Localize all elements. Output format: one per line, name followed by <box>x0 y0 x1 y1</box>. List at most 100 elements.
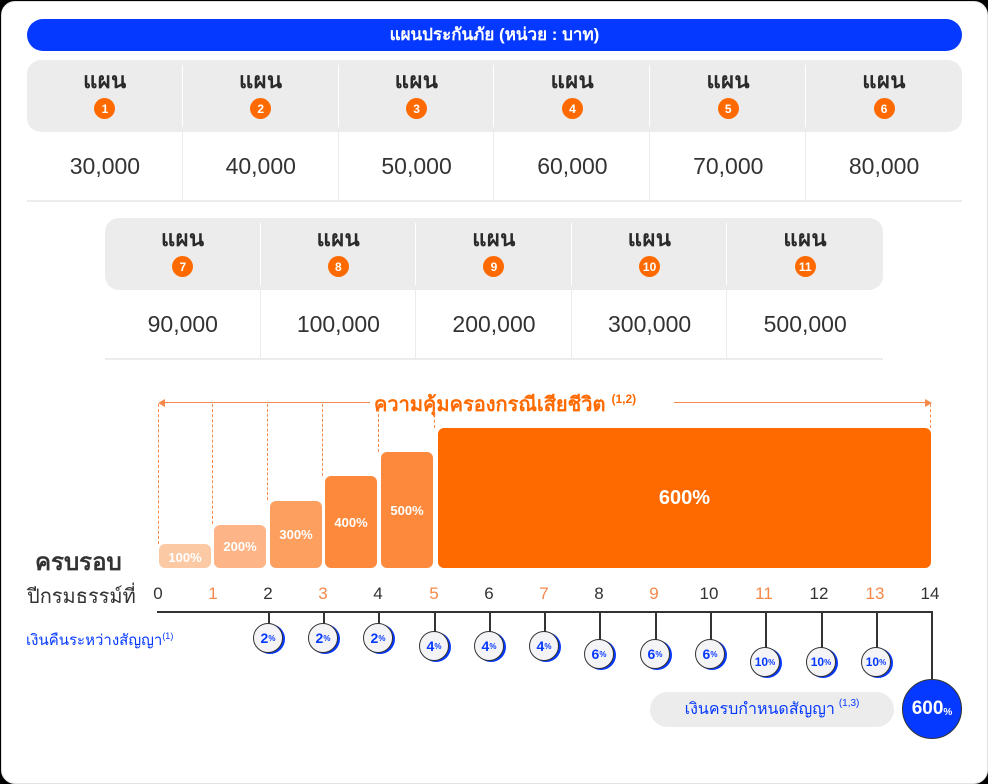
plan-header-5: แผน 5 <box>650 60 807 132</box>
plan-amount-10: 300,000 <box>571 290 728 360</box>
coverage-line-left <box>162 402 370 403</box>
year-tick-9: 9 <box>649 584 659 603</box>
stem <box>544 612 546 632</box>
plan-amount-5: 70,000 <box>650 132 807 202</box>
refund-coin-year4: 2% <box>363 623 393 653</box>
year-tick-4: 4 <box>373 584 383 603</box>
plan-label: แผน <box>627 226 672 251</box>
coin-unit: % <box>879 657 887 667</box>
plan-amount-6: 80,000 <box>806 132 962 202</box>
plan-header-9: แผน 9 <box>416 218 572 290</box>
year-tick-1: 1 <box>208 584 218 603</box>
stem <box>655 612 657 640</box>
coin-value: 10 <box>810 655 825 669</box>
plan-label: แผน <box>238 68 283 93</box>
plan-label: แผน <box>394 68 439 93</box>
year-tick-6: 6 <box>484 584 494 603</box>
plan-label: แผน <box>472 226 516 251</box>
plan-header-2: แผน 2 <box>182 60 339 132</box>
coin-value: 6 <box>591 646 600 662</box>
arrow-left-icon <box>158 399 165 407</box>
refund-coin-year10: 6% <box>695 639 725 669</box>
plan-number-badge: 5 <box>717 98 739 119</box>
guide-dash <box>212 404 213 524</box>
plan-label: แผน <box>316 226 361 251</box>
plan-header-10: แผน 10 <box>571 218 728 290</box>
stem <box>323 612 325 624</box>
insurance-plans-title: แผนประกันภัย (หน่วย : บาท) <box>27 19 962 51</box>
coverage-bar-300: 300% <box>270 501 322 568</box>
coin-unit: % <box>489 641 497 651</box>
maturity-text: เงินครบกำหนดสัญญา <box>684 701 835 718</box>
year-tick-3: 3 <box>318 584 328 603</box>
coverage-bar-600: 600% <box>438 428 931 568</box>
coin-unit: % <box>824 657 832 667</box>
maturity-coin: 600% <box>902 679 962 739</box>
refund-coin-year7: 4% <box>529 631 559 661</box>
plan-header-6: แผน 6 <box>806 60 962 132</box>
plan-number-badge: 10 <box>639 256 661 277</box>
coin-value: 6 <box>702 646 711 662</box>
footnote-marker: (1,2) <box>611 392 637 407</box>
coin-value: 2 <box>370 630 379 646</box>
year-tick-2: 2 <box>263 584 273 603</box>
plan-number-badge: 7 <box>172 256 194 277</box>
coin-value: 4 <box>536 638 545 654</box>
policy-year-label-line1: ครบรอบ <box>35 549 122 576</box>
refund-coin-year11: 10% <box>750 647 780 677</box>
plan-label: แผน <box>550 68 595 93</box>
stem <box>876 612 878 648</box>
stem <box>765 612 767 648</box>
plan-amount-3: 50,000 <box>338 132 495 202</box>
coin-unit: % <box>544 641 552 651</box>
coverage-line-right <box>674 402 926 403</box>
year-tick-14: 14 <box>920 584 940 603</box>
coin-unit: % <box>268 633 276 643</box>
plan-number-badge: 8 <box>327 256 349 277</box>
refund-coin-year6: 4% <box>474 631 504 661</box>
stem <box>489 612 491 632</box>
stem <box>378 612 380 624</box>
death-coverage-label: ความคุ้มครองกรณีเสียชีวิต <box>374 394 606 416</box>
refund-coin-year8: 6% <box>584 639 614 669</box>
year-tick-7: 7 <box>539 584 549 603</box>
interim-refund-text: เงินคืนระหว่างสัญญา <box>26 632 163 649</box>
plan-amount-4: 60,000 <box>494 132 651 202</box>
coverage-bar-100: 100% <box>159 544 211 568</box>
arrow-right-icon <box>925 399 932 407</box>
stem <box>599 612 601 640</box>
stem <box>931 612 933 680</box>
footnote-marker: (1) <box>162 631 174 641</box>
plan-header-1: แผน 1 <box>27 60 183 132</box>
guide-dash <box>322 404 323 476</box>
stem <box>268 612 270 624</box>
plan-number-badge: 9 <box>483 256 505 277</box>
plan-label: แผน <box>862 68 906 93</box>
coin-value: 4 <box>481 638 490 654</box>
coin-unit: % <box>378 633 386 643</box>
plan-amount-11: 500,000 <box>727 290 883 360</box>
year-tick-12: 12 <box>809 584 829 603</box>
plan-number-badge: 1 <box>94 98 116 119</box>
maturity-unit: % <box>943 706 953 718</box>
refund-coin-year5: 4% <box>419 631 449 661</box>
year-tick-5: 5 <box>429 584 439 603</box>
coin-unit: % <box>434 641 442 651</box>
refund-coin-year2: 2% <box>253 623 283 653</box>
refund-coin-year13: 10% <box>861 647 891 677</box>
coin-unit: % <box>655 649 663 659</box>
year-tick-0: 0 <box>153 584 163 603</box>
plans-table-row1: แผน 1 แผน 2 แผน 3 แผน 4 แผน 5 แผน 6 30,000 40,… <box>27 60 962 202</box>
refund-coin-year12: 10% <box>806 647 836 677</box>
plan-number-badge: 4 <box>561 98 583 119</box>
maturity-value: 600 <box>911 698 944 719</box>
stem <box>434 612 436 632</box>
coin-unit: % <box>323 633 331 643</box>
plans-table-row2: แผน 7 แผน 8 แผน 9 แผน 10 แผน 11 90,000 100,00… <box>105 218 883 360</box>
coin-unit: % <box>599 649 607 659</box>
plan-header-11: แผน 11 <box>727 218 883 290</box>
year-tick-10: 10 <box>699 584 719 603</box>
coin-value: 4 <box>426 638 435 654</box>
plan-label: แผน <box>783 226 827 251</box>
coin-value: 10 <box>865 655 880 669</box>
